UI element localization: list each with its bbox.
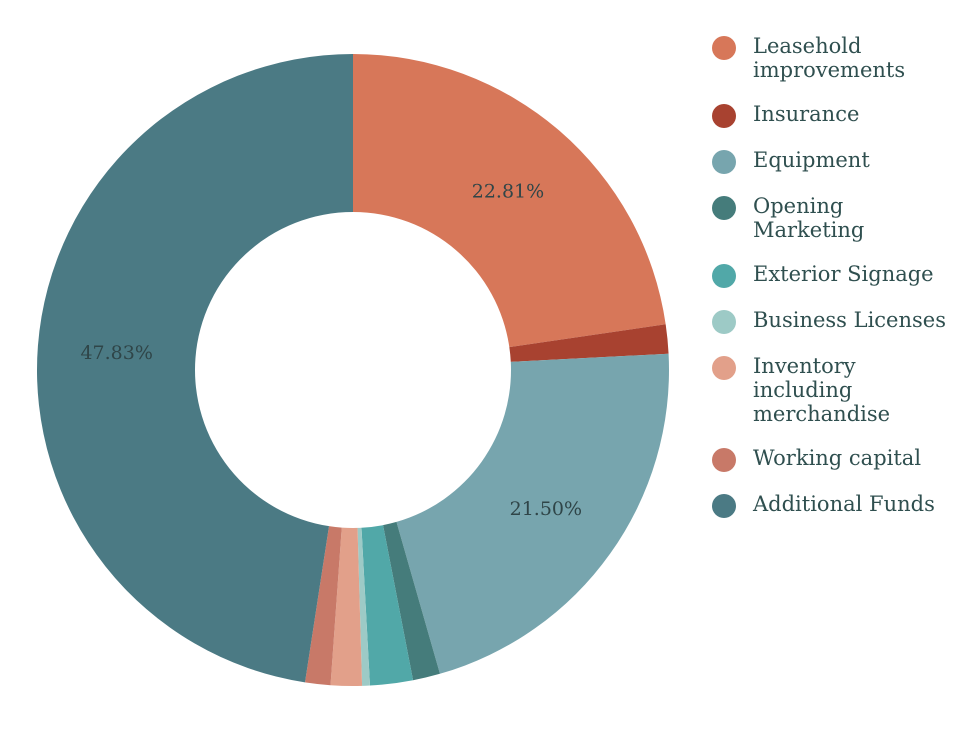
legend-swatch-icon — [712, 150, 736, 174]
chart-legend: Leasehold improvements Insurance Equipment… — [712, 34, 972, 538]
legend-label: Additional Funds — [753, 492, 935, 516]
legend-label: Business Licenses — [753, 308, 946, 332]
slice-equipment — [396, 353, 669, 674]
data-label-leasehold-improvements: 22.81% — [472, 181, 544, 203]
legend-item-equipment[interactable]: Equipment — [712, 148, 972, 174]
legend-item-business-licenses[interactable]: Business Licenses — [712, 308, 972, 334]
data-label-equipment: 21.50% — [510, 498, 582, 520]
slice-additional-funds — [36, 54, 353, 683]
legend-item-insurance[interactable]: Insurance — [712, 102, 972, 128]
legend-swatch-icon — [712, 196, 736, 220]
legend-item-working-capital[interactable]: Working capital — [712, 446, 972, 472]
legend-item-leasehold-improvements[interactable]: Leasehold improvements — [712, 34, 972, 82]
legend-swatch-icon — [712, 310, 736, 334]
legend-swatch-icon — [712, 104, 736, 128]
donut-chart: 22.81% 21.50% 47.83% — [36, 54, 669, 687]
legend-label: Leasehold improvements — [753, 34, 906, 82]
legend-swatch-icon — [712, 36, 736, 60]
legend-swatch-icon — [712, 356, 736, 380]
legend-swatch-icon — [712, 494, 736, 518]
legend-label: Exterior Signage — [753, 262, 934, 286]
legend-label: Insurance — [753, 102, 860, 126]
legend-swatch-icon — [712, 264, 736, 288]
slice-inventory-including-merchandise — [330, 527, 363, 687]
legend-item-exterior-signage[interactable]: Exterior Signage — [712, 262, 972, 288]
legend-item-opening-marketing[interactable]: Opening Marketing — [712, 194, 972, 242]
legend-label: Working capital — [753, 446, 922, 470]
legend-label: Opening Marketing — [753, 194, 865, 242]
slice-insurance — [509, 324, 669, 362]
slice-business-licenses — [357, 527, 370, 686]
legend-item-additional-funds[interactable]: Additional Funds — [712, 492, 972, 518]
legend-swatch-icon — [712, 448, 736, 472]
legend-label: Equipment — [753, 148, 870, 172]
slice-leasehold-improvements — [353, 54, 666, 348]
slice-working-capital — [305, 526, 342, 686]
slice-exterior-signage — [361, 525, 414, 686]
data-label-additional-funds: 47.83% — [80, 342, 152, 364]
legend-label: Inventory including merchandise — [753, 354, 891, 426]
legend-item-inventory-including-merchandise[interactable]: Inventory including merchandise — [712, 354, 972, 426]
slice-opening-marketing — [383, 521, 440, 681]
